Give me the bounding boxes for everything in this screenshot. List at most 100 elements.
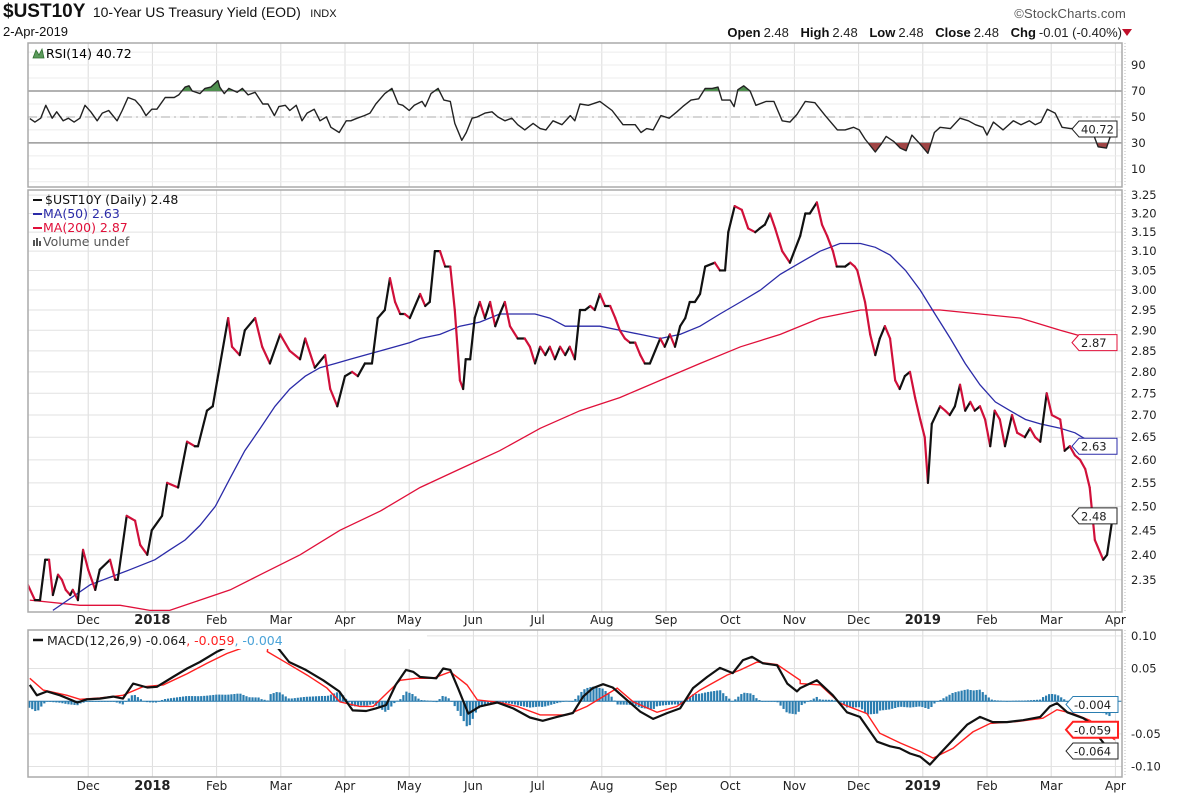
macd-histogram-bar: [701, 693, 704, 702]
volume-bars-icon: [33, 238, 41, 246]
price-segment: [808, 201, 818, 215]
macd-histogram-bar: [719, 690, 722, 702]
macd-histogram-bar: [357, 701, 360, 706]
macd-y-tick-label: -0.10: [1131, 760, 1161, 774]
price-y-tick-label: 3.25: [1131, 188, 1157, 202]
macd-histogram-bar: [722, 693, 725, 702]
price-segment: [1084, 467, 1091, 489]
macd-histogram-bar: [115, 701, 118, 703]
macd-histogram-bar: [879, 701, 882, 711]
price-segment: [919, 418, 926, 439]
price-segment: [494, 312, 501, 328]
macd-histogram-bar: [827, 699, 830, 702]
macd-histogram-bar: [40, 701, 43, 707]
price-segment: [329, 387, 339, 408]
x-axis-month-label: 2018: [134, 613, 170, 628]
macd-histogram-bar: [215, 694, 218, 702]
change-value: -0.01 (-0.40%): [1038, 25, 1122, 40]
price-segment: [958, 383, 967, 412]
price-segment: [653, 337, 662, 353]
rsi-panel: [29, 79, 1114, 155]
macd-histogram-bar: [619, 701, 622, 705]
macd-histogram-bar: [260, 699, 263, 702]
price-segment: [428, 250, 436, 304]
macd-histogram-bar: [876, 701, 879, 714]
macd-histogram-bar: [574, 698, 577, 702]
macd-histogram-bar: [483, 701, 486, 706]
x-axis-month-label: Feb: [976, 779, 997, 793]
x-axis-month-label: Nov: [783, 779, 806, 793]
price-segment: [98, 558, 112, 571]
price-segment: [60, 578, 67, 592]
macd-histogram-bar: [713, 690, 716, 702]
macd-histogram-bar: [447, 698, 450, 702]
signal-value-tag-text: -0.059: [1074, 723, 1111, 737]
macd-legend: MACD(12,26,9) -0.064, -0.059, -0.004: [29, 631, 427, 649]
macd-histogram-bar: [939, 699, 942, 702]
macd-histogram-bar: [710, 691, 713, 702]
price-segment: [673, 325, 682, 348]
price-segment: [304, 337, 316, 369]
macd-histogram-bar: [704, 692, 707, 702]
close-value: 2.48: [973, 25, 999, 40]
rsi-legend: RSI(14) 40.72: [32, 46, 132, 61]
price-segment: [1063, 445, 1071, 452]
macd-histogram-bar: [728, 698, 731, 702]
price-segment: [684, 300, 691, 320]
price-segment: [693, 292, 702, 304]
macd-histogram-bar: [218, 694, 221, 702]
macd-histogram-bar: [697, 693, 701, 702]
price-y-tick-label: 2.45: [1131, 523, 1157, 537]
price-segment: [618, 329, 627, 340]
rsi-y-tick-label: 70: [1131, 84, 1146, 98]
price-segment: [533, 345, 542, 365]
price-segment: [388, 277, 397, 304]
price-segment: [874, 337, 881, 357]
macd-histogram-bar: [860, 701, 864, 710]
macd-histogram-bar: [188, 696, 191, 702]
macd-histogram-bar: [206, 695, 209, 702]
macd-histogram-bar: [842, 701, 846, 706]
macd-histogram-bar: [61, 701, 64, 704]
macd-histogram-bar: [456, 701, 459, 711]
price-y-tick-label: 2.80: [1131, 365, 1157, 379]
price-segment: [539, 345, 547, 357]
price-y-tick-label: 2.65: [1131, 430, 1157, 444]
macd-histogram-bar: [691, 694, 695, 702]
price-segment: [1003, 413, 1014, 448]
macd-histogram-bar: [417, 698, 420, 702]
macd-histogram-bar: [676, 701, 680, 705]
ma50-value-tag-text: 2.63: [1081, 440, 1107, 454]
price-segment: [763, 212, 772, 226]
macd-histogram-bar: [293, 698, 296, 702]
macd-histogram-bar: [592, 686, 595, 702]
macd-histogram-bar: [516, 701, 520, 706]
price-segment: [788, 234, 802, 264]
macd-histogram-bar: [504, 701, 508, 704]
price-segment: [108, 558, 117, 581]
macd-histogram-bar: [589, 687, 592, 702]
macd-histogram-bar: [269, 694, 272, 702]
macd-histogram-bar: [139, 699, 142, 702]
macd-histogram-bar: [185, 696, 188, 702]
price-segment: [634, 341, 642, 357]
price-y-tick-label: 2.55: [1131, 476, 1157, 490]
price-segment: [498, 300, 506, 316]
price-segment: [663, 333, 671, 348]
price-segment: [733, 205, 743, 211]
macd-histogram-bar: [369, 701, 372, 705]
macd-histogram-bar: [661, 701, 664, 706]
macd-histogram-bar: [399, 699, 402, 702]
price-segment: [1093, 538, 1105, 561]
macd-histogram-bar: [507, 701, 511, 704]
macd-histogram-bar: [335, 692, 339, 702]
macd-histogram-bar: [28, 701, 31, 708]
macd-histogram-bar: [981, 692, 984, 702]
price-y-tick-label: 3.20: [1131, 206, 1157, 220]
macd-histogram-bar: [281, 694, 284, 702]
macd-y-tick-label: 0.05: [1131, 662, 1157, 676]
exchange-label: INDX: [310, 8, 337, 20]
macd-histogram-bar: [598, 687, 601, 702]
macd-histogram-bar: [501, 701, 505, 703]
x-axis-month-label: May: [397, 779, 422, 793]
